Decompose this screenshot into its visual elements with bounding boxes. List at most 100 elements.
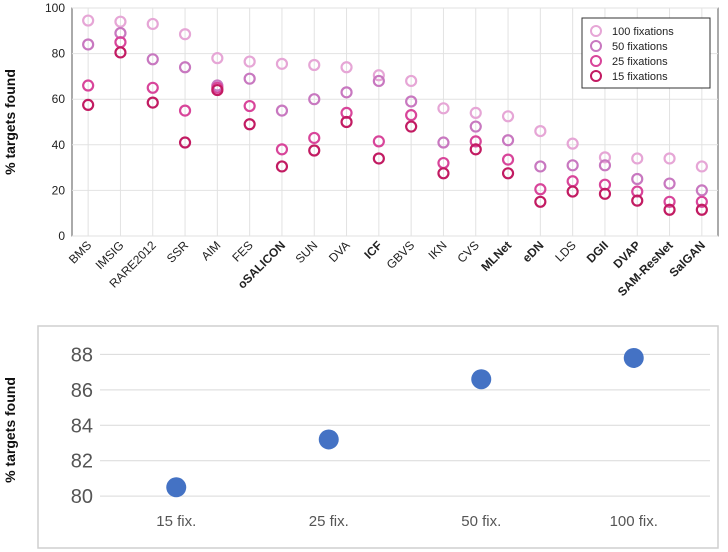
top-point-25-fixations <box>534 183 547 196</box>
bottom-y-tick-label: 82 <box>71 451 93 473</box>
top-point-15-fixations <box>211 83 224 97</box>
top-x-tick-label: SSR <box>164 238 192 266</box>
top-point-100-fixations <box>146 17 159 31</box>
legend-label: 25 fixations <box>612 56 668 68</box>
top-point-15-fixations <box>631 194 644 207</box>
top-point-100-fixations <box>82 14 95 27</box>
legend-marker <box>590 55 602 67</box>
top-point-100-fixations <box>275 57 289 70</box>
legend-label: 100 fixations <box>612 26 674 38</box>
top-point-15-fixations <box>469 143 482 156</box>
top-x-tick-label: GBVS <box>384 238 417 271</box>
top-point-15-fixations <box>501 167 515 180</box>
legend-label: 15 fixations <box>612 71 668 83</box>
top-point-100-fixations <box>372 69 385 82</box>
top-point-50-fixations <box>469 120 482 133</box>
top-point-15-fixations <box>437 167 450 180</box>
top-point-50-fixations <box>275 104 289 117</box>
top-point-15-fixations <box>663 203 676 216</box>
top-point-100-fixations <box>663 152 676 165</box>
top-y-tick-label: 20 <box>52 183 66 197</box>
top-point-15-fixations <box>598 187 612 200</box>
legend-marker <box>590 25 602 37</box>
top-y-tick-label: 60 <box>52 92 66 106</box>
top-point-25-fixations <box>695 195 708 208</box>
top-y-tick-label: 80 <box>52 47 66 61</box>
top-y-tick-label: 0 <box>58 229 65 243</box>
top-point-50-fixations <box>308 93 321 106</box>
bottom-y-ticks: 80 82 84 86 88 <box>71 344 93 508</box>
top-x-tick-label: DVA <box>326 238 353 265</box>
bottom-chart: 80 82 84 86 88 15 fix. 25 fix. 50 fix. 100 fix.… <box>2 325 719 549</box>
top-point-25-fixations <box>372 135 385 148</box>
top-x-tick-label: eDN <box>520 238 547 265</box>
bottom-point <box>166 477 187 498</box>
top-point-100-fixations <box>598 151 612 164</box>
top-point-15-fixations <box>243 118 256 131</box>
top-x-tick-label: LDS <box>552 238 578 264</box>
bottom-point <box>318 429 339 450</box>
legend-label: 50 fixations <box>612 41 668 53</box>
top-x-tick-label: CVS <box>455 238 482 265</box>
top-point-100-fixations <box>211 52 224 65</box>
top-point-15-fixations <box>534 195 547 208</box>
bottom-x-tick-label: 100 fix. <box>610 513 658 530</box>
top-point-50-fixations <box>437 136 450 149</box>
legend-marker <box>590 40 602 52</box>
top-point-15-fixations <box>146 96 159 109</box>
top-point-25-fixations <box>469 135 482 148</box>
top-point-50-fixations <box>631 172 644 186</box>
top-point-15-fixations <box>405 120 418 133</box>
top-point-15-fixations <box>178 136 192 149</box>
top-x-tick-label: SUN <box>293 238 321 266</box>
top-point-100-fixations <box>405 74 418 88</box>
bottom-y-axis-label: % targets found <box>2 377 18 483</box>
top-point-50-fixations <box>372 74 385 88</box>
bottom-chart-frame <box>37 325 719 549</box>
top-x-tick-label: DGII <box>584 238 611 265</box>
top-point-50-fixations <box>598 159 612 172</box>
top-y-axis-label: % targets found <box>2 69 18 175</box>
legend-box <box>581 17 711 89</box>
bottom-x-tick-label: 50 fix. <box>461 513 501 530</box>
bottom-x-ticks: 15 fix. 25 fix. 50 fix. 100 fix. <box>156 513 658 530</box>
top-point-25-fixations <box>275 143 289 156</box>
top-point-15-fixations <box>695 203 708 216</box>
top-point-100-fixations <box>631 152 644 165</box>
bottom-y-tick-label: 84 <box>71 415 93 437</box>
top-point-50-fixations <box>695 184 708 197</box>
top-x-tick-label: AIM <box>198 238 223 263</box>
top-point-50-fixations <box>501 134 515 147</box>
top-point-100-fixations <box>114 15 127 28</box>
top-point-100-fixations <box>340 61 353 74</box>
top-point-50-fixations <box>82 38 95 51</box>
top-point-50-fixations <box>534 160 547 173</box>
top-x-tick-label: ICF <box>361 238 385 262</box>
top-point-15-fixations <box>275 160 289 173</box>
top-x-tick-label: SalGAN <box>666 238 707 279</box>
top-x-tick-label: FES <box>229 238 255 264</box>
top-point-25-fixations <box>501 153 515 166</box>
top-point-50-fixations <box>146 53 159 66</box>
bottom-x-tick-label: 25 fix. <box>309 513 349 530</box>
top-point-25-fixations <box>308 131 321 145</box>
top-point-15-fixations <box>372 152 385 165</box>
top-legend: 100 fixations 50 fixations 25 fixations 15 … <box>581 17 711 89</box>
top-point-50-fixations <box>340 86 353 99</box>
top-point-100-fixations <box>469 106 482 119</box>
bottom-points <box>166 347 644 498</box>
top-point-15-fixations <box>340 115 353 129</box>
legend-marker <box>590 70 602 82</box>
top-point-15-fixations <box>114 46 127 59</box>
top-y-tick-label: 100 <box>45 1 65 15</box>
top-point-50-fixations <box>663 177 676 190</box>
top-point-100-fixations <box>437 102 450 115</box>
bottom-point <box>471 369 492 390</box>
top-x-tick-label: MLNet <box>478 238 514 274</box>
top-point-25-fixations <box>663 195 676 208</box>
top-point-15-fixations <box>82 98 95 112</box>
top-point-25-fixations <box>405 109 418 122</box>
top-point-25-fixations <box>82 79 95 92</box>
top-x-tick-label: IKN <box>426 238 450 262</box>
